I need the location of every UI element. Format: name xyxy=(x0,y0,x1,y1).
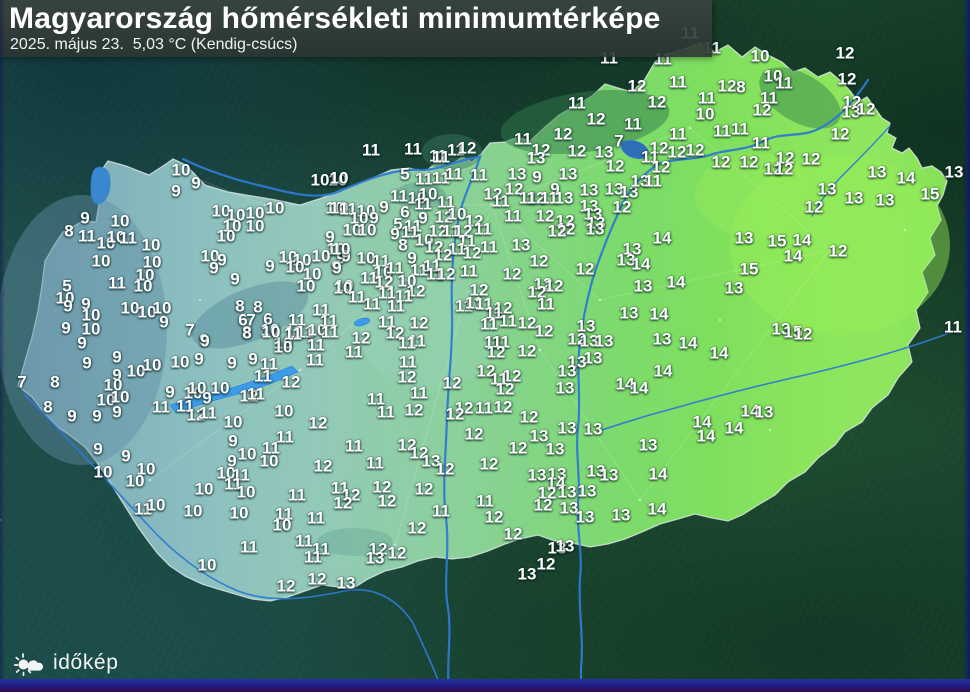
relief-tints xyxy=(0,67,950,556)
right-edge-vignette xyxy=(963,0,970,692)
left-edge-vignette xyxy=(0,0,5,692)
settlement-dots xyxy=(0,126,907,547)
danube-river xyxy=(181,155,482,692)
rivers xyxy=(23,78,953,692)
logo-text: időkép xyxy=(53,650,119,674)
lake-tisza xyxy=(620,140,649,160)
bodrog-river xyxy=(811,125,891,217)
idokep-logo: időkép xyxy=(14,649,118,676)
page-title: Magyarország hőmérsékleti minimumtérképe xyxy=(9,2,661,35)
subtitle-date-minimum: 2025. május 23. 5,03 °C (Kendig-csúcs) xyxy=(10,36,298,53)
koros-river xyxy=(601,331,953,431)
bottom-border-strip xyxy=(0,679,970,692)
lake-balaton xyxy=(169,365,299,414)
drava-river xyxy=(23,393,443,692)
lake-ferto xyxy=(90,166,111,205)
lakes xyxy=(90,140,649,414)
lake-velence xyxy=(353,317,371,327)
header-bar: Magyarország hőmérsékleti minimumtérképe… xyxy=(0,0,712,57)
sun-cloud-icon xyxy=(14,653,43,676)
tisza-river xyxy=(576,78,870,692)
